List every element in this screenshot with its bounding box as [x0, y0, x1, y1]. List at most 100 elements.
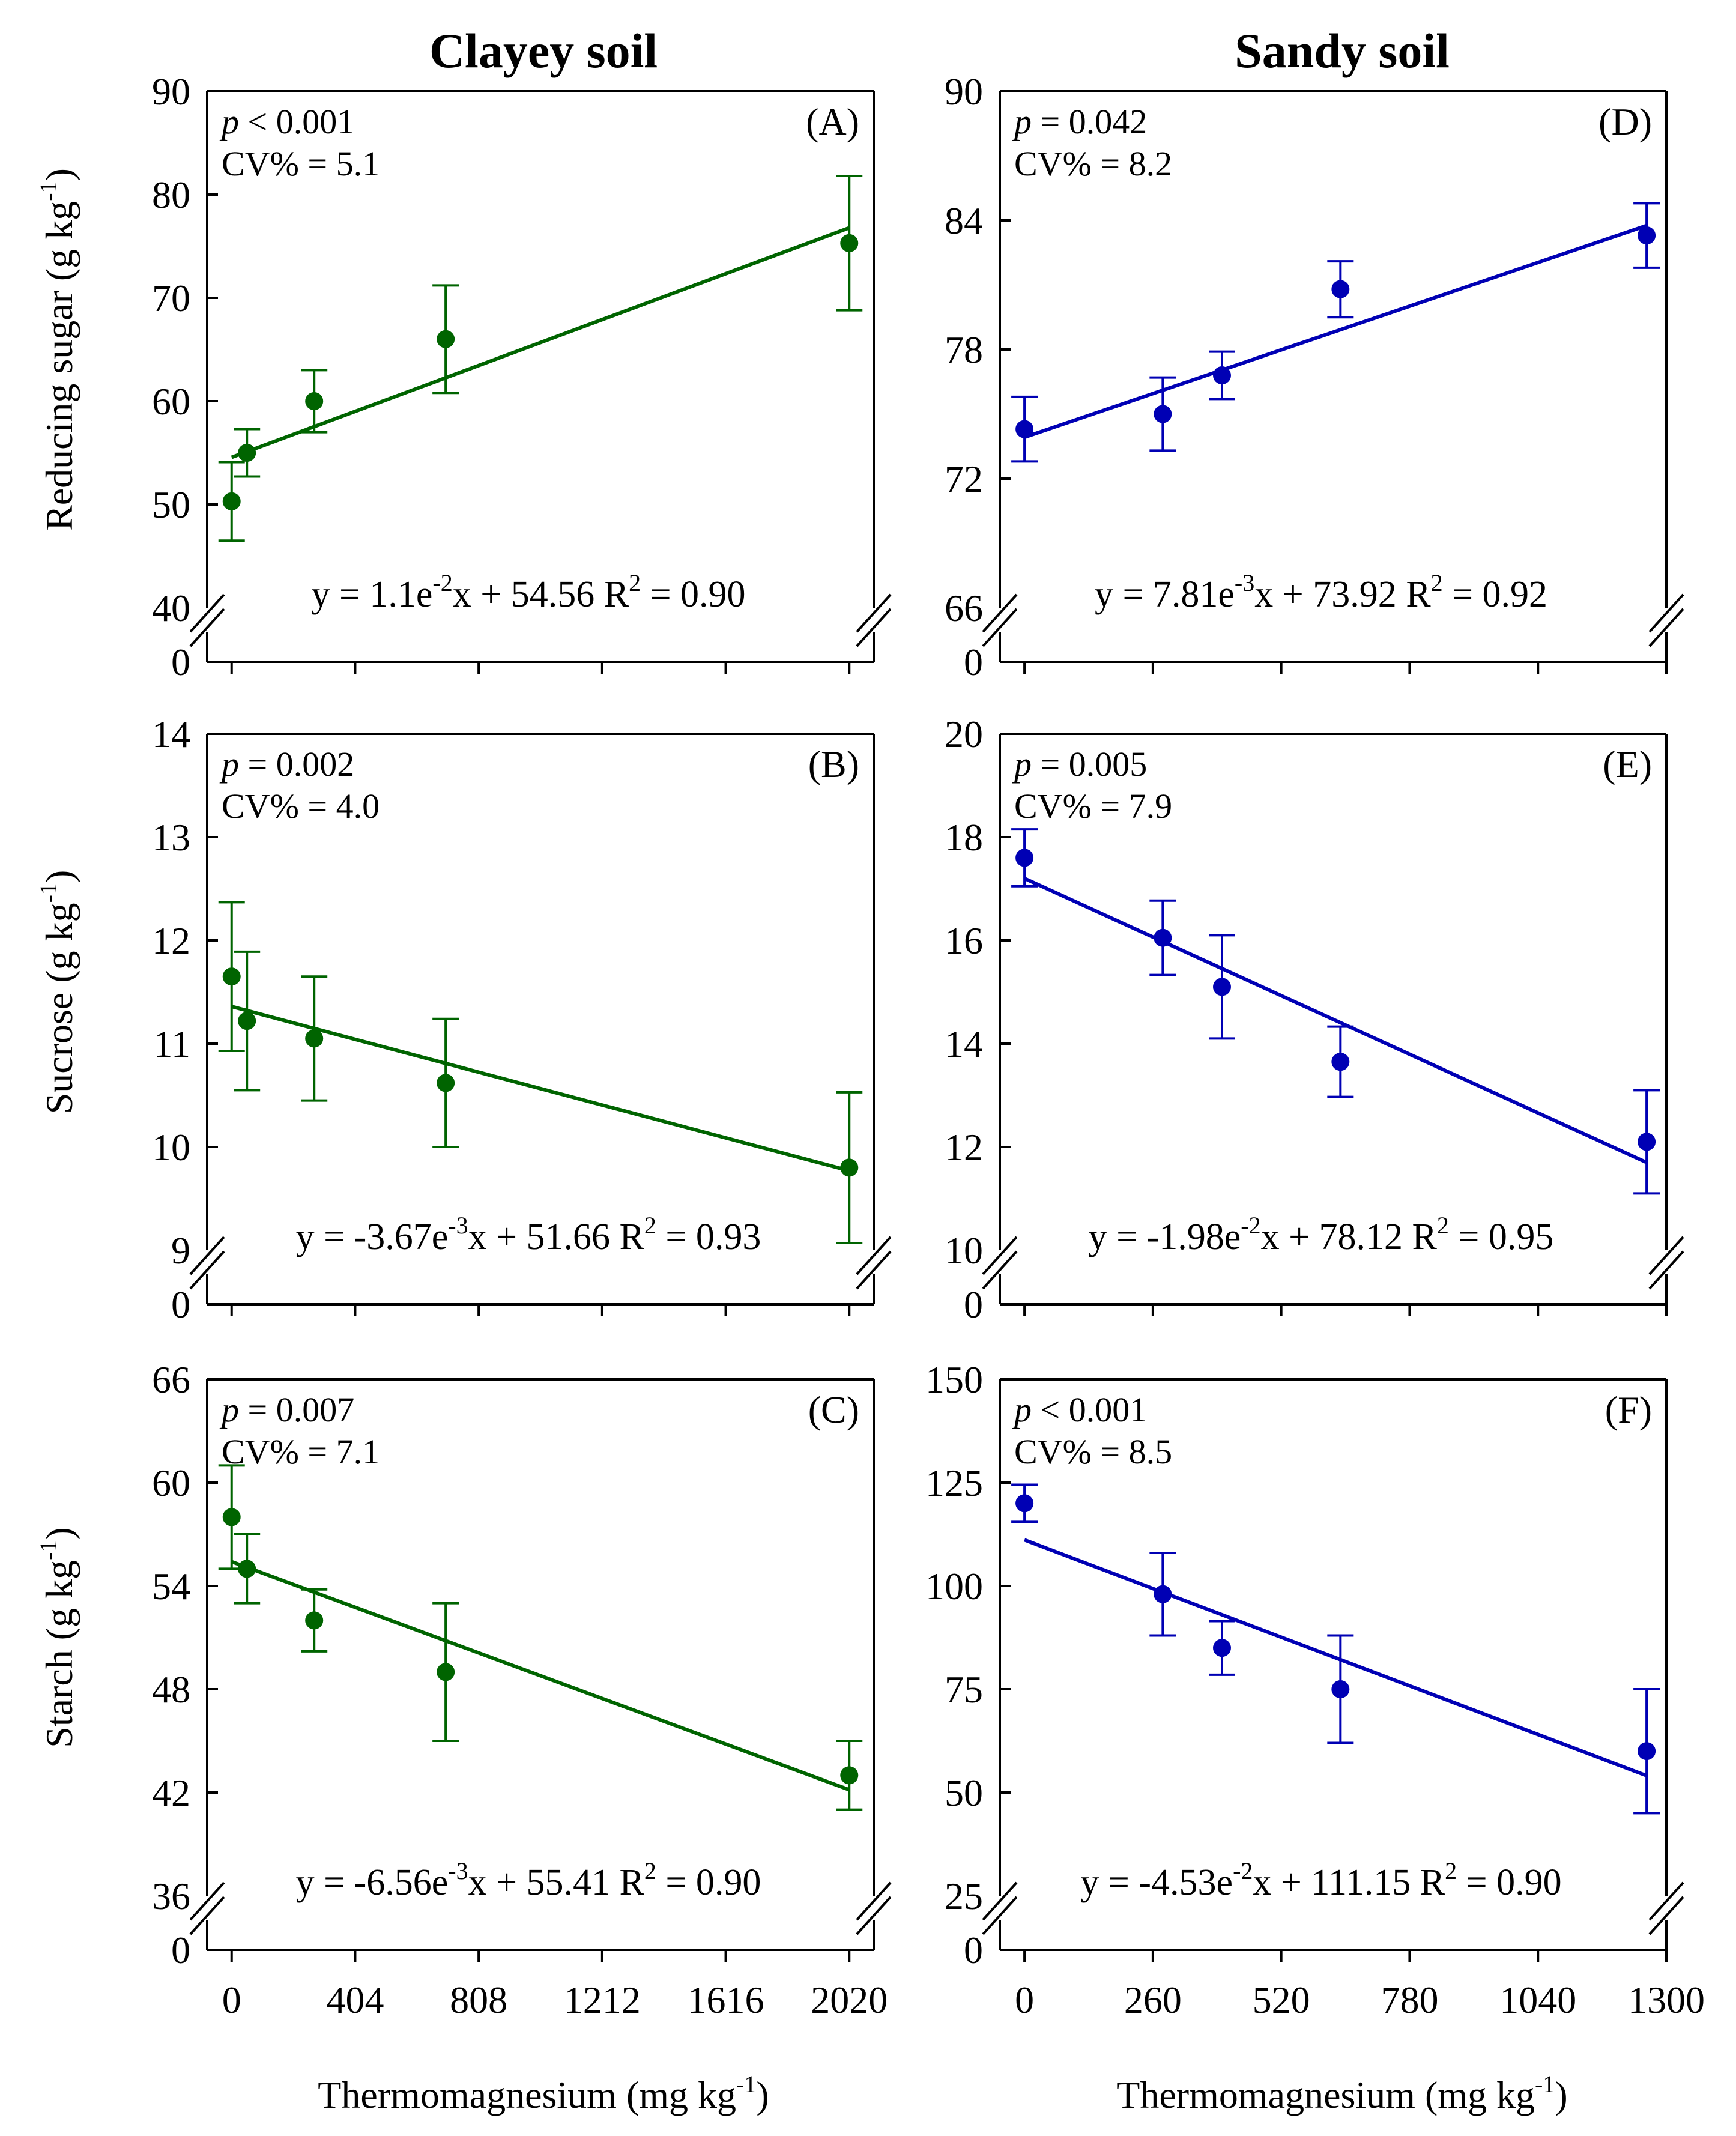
x-tick-label: 404	[326, 1979, 384, 2021]
cv-annotation: CV% = 5.1	[222, 144, 380, 183]
axis-break-mark	[189, 1881, 225, 1921]
equation-part: 2	[644, 1857, 656, 1884]
y-tick-label: 50	[945, 1771, 983, 1814]
axis-break-mark	[982, 1881, 1018, 1921]
y-axis-label-part: Reducing sugar (g kg	[38, 201, 80, 531]
data-point	[437, 1074, 455, 1092]
y-axis-label-part: Sucrose (g kg	[38, 903, 80, 1114]
equation-part: -3	[1235, 569, 1254, 596]
data-point	[305, 1029, 324, 1048]
x-tick-label: 1040	[1499, 1979, 1576, 2021]
y-tick-label: 18	[945, 816, 983, 859]
data-point	[305, 1611, 324, 1630]
x-axis-label-sandy: Thermomagnesium (mg kg-1)	[1116, 2071, 1567, 2116]
y-tick-label: 125	[925, 1462, 983, 1504]
p-value-annotation: p = 0.005	[1012, 745, 1147, 784]
regression-line	[1024, 223, 1648, 440]
y-axis-label-part: -1	[35, 181, 62, 201]
data-point	[437, 1663, 455, 1681]
data-point	[1154, 405, 1172, 423]
x-tick-label: 1300	[1628, 1979, 1705, 2021]
y-break-tick-label: 0	[171, 1283, 190, 1326]
y-tick-label: 70	[152, 277, 190, 319]
axis-break-mark	[1648, 1881, 1684, 1921]
data-point	[840, 234, 859, 252]
y-tick-label: 75	[945, 1668, 983, 1711]
equation-part: y = -6.56e	[296, 1862, 449, 1903]
axis-break-mark	[189, 608, 225, 647]
regression-equation: y = -1.98e-2x + 78.12 R2 = 0.95	[1089, 1212, 1554, 1257]
equation-part: y = -1.98e	[1089, 1217, 1241, 1257]
col-title-clayey: Clayey soil	[429, 23, 658, 78]
equation-part: x + 54.56 R	[453, 574, 629, 615]
data-point	[840, 1158, 859, 1177]
y-axis-label-part: -1	[35, 1540, 62, 1560]
axis-break-mark	[1648, 593, 1684, 633]
x-tick-label: 0	[222, 1979, 241, 2021]
y-tick-label: 48	[152, 1668, 190, 1711]
y-break-tick-label: 0	[964, 1929, 983, 1971]
p-value-annotation: p = 0.007	[219, 1390, 354, 1429]
y-tick-label: 9	[171, 1229, 190, 1272]
cv-annotation: CV% = 8.2	[1014, 144, 1172, 183]
p-symbol: p	[219, 745, 239, 784]
p-value-annotation: p = 0.042	[1012, 102, 1147, 141]
panel-letter: (A)	[806, 100, 859, 143]
y-tick-label: 54	[152, 1565, 190, 1608]
p-symbol: p	[1012, 102, 1032, 141]
panel-letter: (C)	[808, 1388, 859, 1431]
axis-break-mark	[189, 1896, 225, 1935]
equation-part: y = -3.67e	[296, 1217, 449, 1257]
col-title-sandy: Sandy soil	[1235, 23, 1450, 78]
data-point	[1213, 978, 1231, 996]
y-tick-label: 12	[152, 919, 190, 962]
cv-annotation: CV% = 7.9	[1014, 787, 1172, 826]
x-tick-label: 260	[1124, 1979, 1182, 2021]
data-point	[222, 1508, 241, 1526]
p-symbol: p	[219, 102, 239, 141]
panel-letter: (F)	[1605, 1388, 1652, 1431]
data-point	[238, 444, 256, 462]
panel-letter: (D)	[1598, 100, 1652, 143]
data-point	[1015, 420, 1034, 438]
panel-c: 36 42 48 54 60 66 00 404 808 1212 1616 2020 p = 0.00…	[35, 1358, 892, 2021]
y-tick-label: 66	[152, 1358, 190, 1401]
regression-line	[1024, 1538, 1648, 1777]
data-point	[1213, 366, 1231, 384]
data-point	[1638, 226, 1656, 245]
cv-annotation: CV% = 8.5	[1014, 1432, 1172, 1471]
equation-part: = 0.95	[1449, 1217, 1553, 1257]
axis-break-mark	[1648, 1896, 1684, 1935]
y-tick-label: 14	[945, 1023, 983, 1065]
equation-part: y = -4.53e	[1080, 1862, 1233, 1903]
data-point	[1015, 1494, 1034, 1513]
regression-line	[231, 1560, 850, 1792]
p-value: = 0.005	[1032, 745, 1147, 784]
axis-break-mark	[982, 608, 1018, 647]
y-break-tick-label: 0	[964, 1283, 983, 1326]
equation-part: x + 51.66 R	[468, 1217, 645, 1257]
data-point	[1331, 280, 1350, 298]
data-point	[1638, 1742, 1656, 1761]
y-tick-label: 16	[945, 919, 983, 962]
y-tick-label: 50	[152, 483, 190, 526]
x-axis-label-clayey: Thermomagnesium (mg kg-1)	[318, 2071, 769, 2116]
equation-part: = 0.90	[641, 574, 745, 615]
y-tick-label: 12	[945, 1126, 983, 1169]
panel-f: 25 50 75 100 125 150 00 260 520 780 1040 1300 p < 0.…	[925, 1358, 1705, 2021]
x-tick-label: 1616	[688, 1979, 764, 2021]
y-tick-label: 90	[945, 70, 983, 113]
cv-annotation: CV% = 7.1	[222, 1432, 380, 1471]
equation-part: = 0.92	[1443, 574, 1547, 615]
y-break-tick-label: 0	[171, 1929, 190, 1971]
data-point	[1331, 1680, 1350, 1698]
y-axis-label: Reducing sugar (g kg-1)	[35, 168, 80, 531]
equation-part: = 0.90	[656, 1862, 761, 1903]
axis-break-mark	[856, 608, 892, 647]
x-tick-label: 780	[1381, 1979, 1438, 2021]
p-value: = 0.042	[1032, 102, 1147, 141]
equation-part: x + 111.15 R	[1253, 1862, 1445, 1903]
